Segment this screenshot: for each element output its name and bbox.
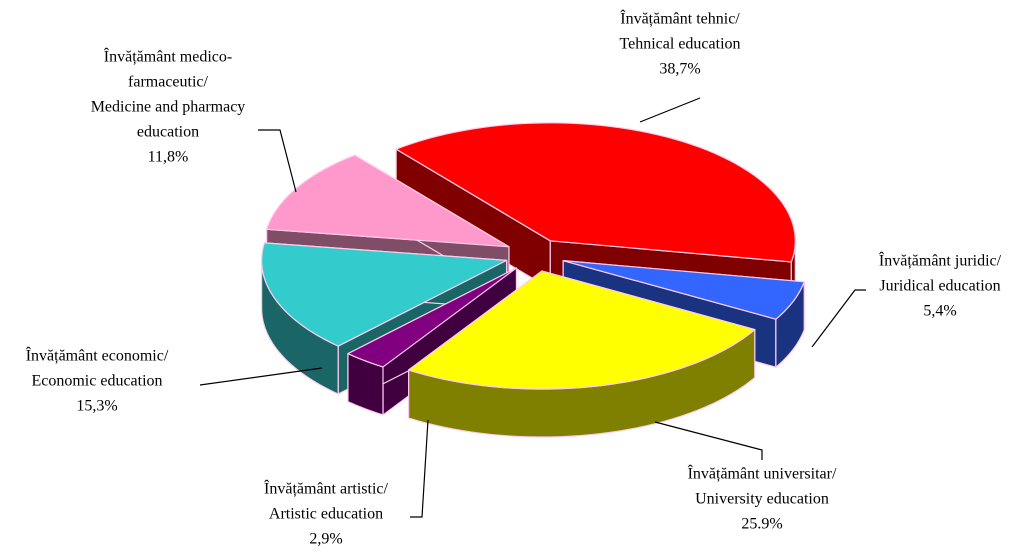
leader-line bbox=[654, 421, 763, 460]
slice-label: Învățământ juridic/ bbox=[879, 251, 1002, 270]
slice-label: farmaceutic/ bbox=[128, 74, 209, 91]
leader-line bbox=[410, 419, 429, 518]
value-label: 15,3% bbox=[76, 398, 117, 415]
slice-label: Învățământ universitar/ bbox=[688, 464, 837, 483]
value-label: 25.9% bbox=[741, 516, 782, 533]
slice bbox=[562, 260, 805, 320]
slice-label: Artistic education bbox=[269, 506, 383, 523]
value-label: 11,8% bbox=[148, 149, 189, 166]
value-label: 38,7% bbox=[659, 61, 700, 78]
slice-label: Tehnical education bbox=[619, 36, 740, 53]
leader-line bbox=[258, 129, 297, 193]
slice bbox=[347, 267, 518, 368]
slice-label: Învățământ economic/ bbox=[26, 346, 169, 365]
slice-label: University education bbox=[695, 491, 829, 508]
slice-label: Juridical education bbox=[879, 278, 1000, 295]
value-label: 2,9% bbox=[309, 531, 342, 548]
slice-label: education bbox=[137, 124, 199, 141]
slice bbox=[261, 242, 508, 347]
leader-line bbox=[199, 367, 323, 386]
slice bbox=[395, 122, 796, 263]
leader-line bbox=[639, 97, 701, 123]
slice-label: Învățământ medico- bbox=[104, 47, 232, 66]
slice bbox=[408, 270, 756, 438]
leader-line bbox=[811, 289, 866, 348]
slice bbox=[266, 154, 510, 248]
value-label: 5,4% bbox=[923, 303, 956, 320]
slice-label: Învățământ artistic/ bbox=[264, 479, 389, 498]
slice-label: Învățământ tehnic/ bbox=[620, 9, 740, 28]
slice bbox=[408, 270, 756, 390]
slice-label: Economic education bbox=[31, 373, 162, 390]
slice-label: Medicine and pharmacy bbox=[91, 99, 246, 116]
